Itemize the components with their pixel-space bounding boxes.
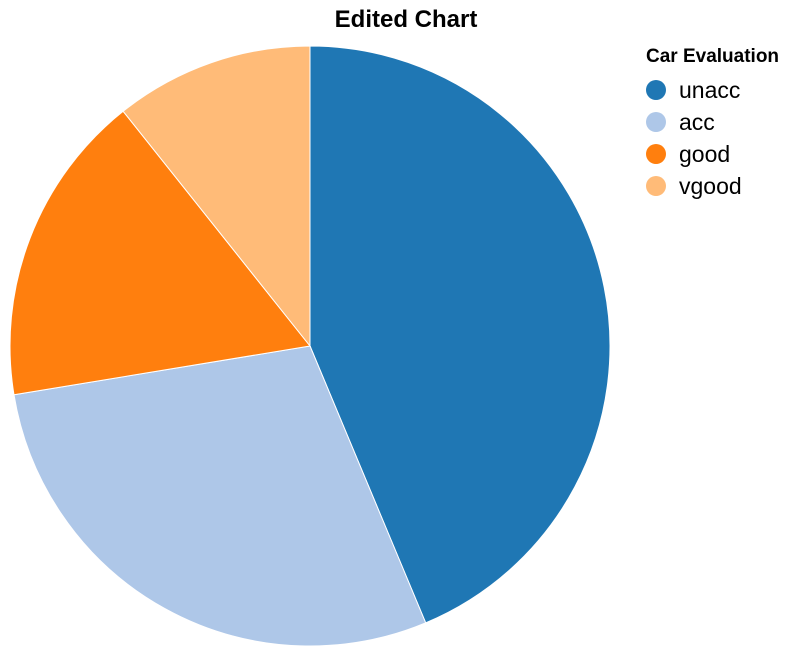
legend-label-acc: acc: [679, 108, 715, 135]
legend-label-unacc: unacc: [679, 76, 741, 103]
legend-swatch-acc: [646, 112, 666, 132]
legend-item-acc: acc: [646, 106, 779, 138]
legend-items: unacc acc good vgood: [646, 74, 779, 202]
legend-item-unacc: unacc: [646, 74, 779, 106]
pie-slice-good: [9, 110, 311, 396]
legend-swatch-vgood: [646, 176, 666, 196]
pie-slice-unacc: [309, 45, 611, 624]
legend-label-vgood: vgood: [679, 172, 742, 199]
pie-slice-acc: [13, 345, 427, 647]
legend-item-vgood: vgood: [646, 170, 779, 202]
legend-title: Car Evaluation: [646, 46, 780, 67]
pie-slice-vgood: [122, 45, 311, 348]
legend-label-good: good: [679, 140, 731, 167]
legend: Car Evaluation unacc acc good vgood: [646, 46, 779, 202]
legend-swatch-unacc: [646, 80, 666, 100]
legend-item-good: good: [646, 138, 779, 170]
chart-title: Edited Chart: [334, 6, 478, 33]
legend-swatch-good: [646, 144, 666, 164]
